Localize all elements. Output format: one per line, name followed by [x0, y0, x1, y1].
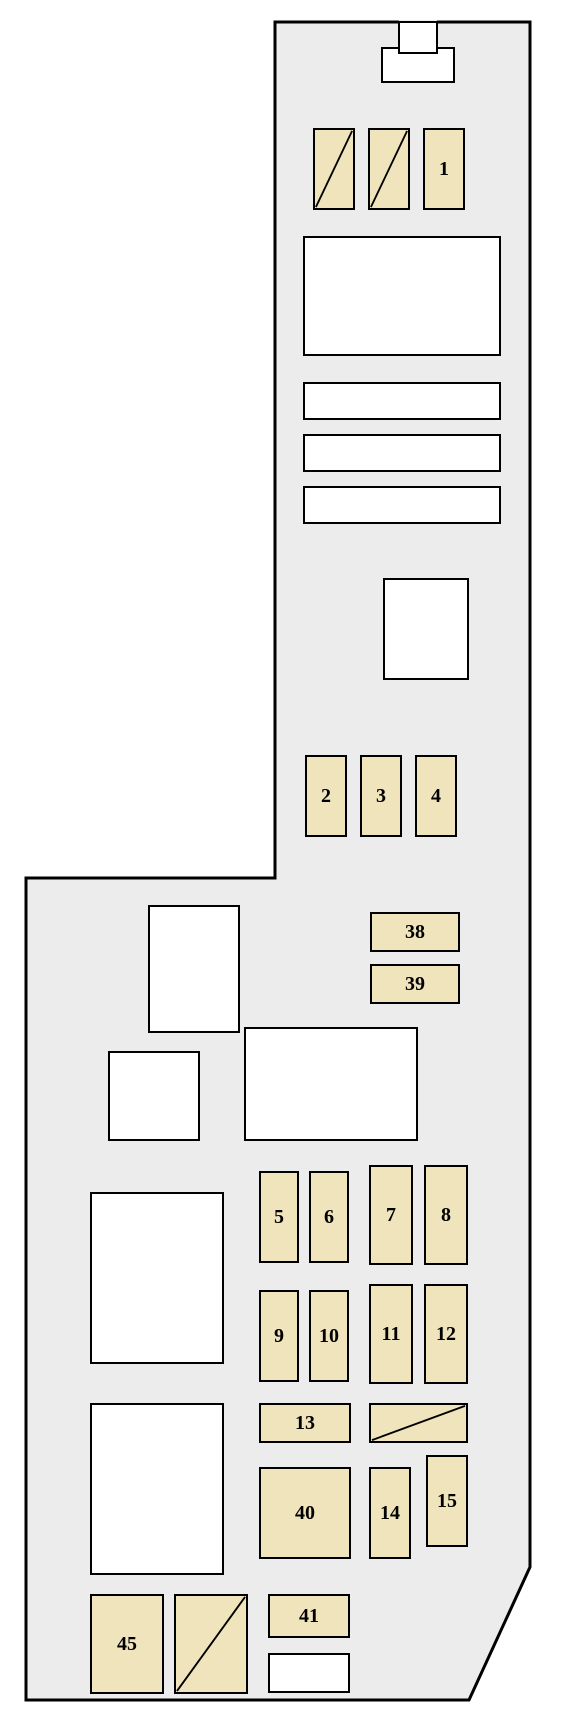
- fuse-4: 4: [415, 755, 457, 837]
- fuse-12: 12: [424, 1284, 468, 1384]
- fuse-label: 4: [431, 785, 441, 808]
- fuse-blank-1: [368, 128, 410, 210]
- fuse-label: 10: [319, 1325, 339, 1348]
- fuse-39: 39: [370, 964, 460, 1004]
- fuse-blank-23: [174, 1594, 248, 1694]
- fuse-45: 45: [90, 1594, 164, 1694]
- fuse-label: 12: [436, 1323, 456, 1346]
- fuse-38: 38: [370, 912, 460, 952]
- fuse-41: 41: [268, 1594, 350, 1638]
- fuse-label: 13: [295, 1412, 315, 1435]
- fuse-7: 7: [369, 1165, 413, 1265]
- fuse-label: 7: [386, 1204, 396, 1227]
- empty-slot-8: [90, 1192, 224, 1364]
- fuse-label: 11: [382, 1323, 401, 1346]
- fuse-box-diagram: 1234383956789101112131415404145: [0, 0, 573, 1731]
- fuse-blank-17: [369, 1403, 468, 1443]
- empty-slot-7: [244, 1027, 418, 1141]
- fuse-11: 11: [369, 1284, 413, 1384]
- fuse-2: 2: [305, 755, 347, 837]
- fuse-8: 8: [424, 1165, 468, 1265]
- empty-slot-3: [303, 486, 501, 524]
- fuse-3: 3: [360, 755, 402, 837]
- fuse-label: 1: [439, 158, 449, 181]
- empty-slot-1: [303, 382, 501, 420]
- fuse-14: 14: [369, 1467, 411, 1559]
- fuse-1: 1: [423, 128, 465, 210]
- empty-slot-0: [303, 236, 501, 356]
- boxes-layer: 1234383956789101112131415404145: [0, 0, 573, 1731]
- fuse-label: 3: [376, 785, 386, 808]
- fuse-label: 2: [321, 785, 331, 808]
- fuse-13: 13: [259, 1403, 351, 1443]
- fuse-label: 15: [437, 1490, 457, 1513]
- fuse-label: 5: [274, 1206, 284, 1229]
- fuse-label: 41: [299, 1605, 319, 1628]
- empty-slot-5: [148, 905, 240, 1033]
- fuse-15: 15: [426, 1455, 468, 1547]
- empty-slot-9: [90, 1403, 224, 1575]
- fuse-6: 6: [309, 1171, 349, 1263]
- fuse-blank-0: [313, 128, 355, 210]
- fuse-label: 38: [405, 921, 425, 944]
- fuse-label: 45: [117, 1633, 137, 1656]
- fuse-label: 6: [324, 1206, 334, 1229]
- fuse-40: 40: [259, 1467, 351, 1559]
- fuse-label: 9: [274, 1325, 284, 1348]
- fuse-5: 5: [259, 1171, 299, 1263]
- fuse-label: 14: [380, 1502, 400, 1525]
- fuse-label: 8: [441, 1204, 451, 1227]
- fuse-label: 39: [405, 973, 425, 996]
- fuse-9: 9: [259, 1290, 299, 1382]
- empty-slot-2: [303, 434, 501, 472]
- fuse-label: 40: [295, 1502, 315, 1525]
- empty-slot-10: [268, 1653, 350, 1693]
- fuse-10: 10: [309, 1290, 349, 1382]
- empty-slot-4: [383, 578, 469, 680]
- empty-slot-6: [108, 1051, 200, 1141]
